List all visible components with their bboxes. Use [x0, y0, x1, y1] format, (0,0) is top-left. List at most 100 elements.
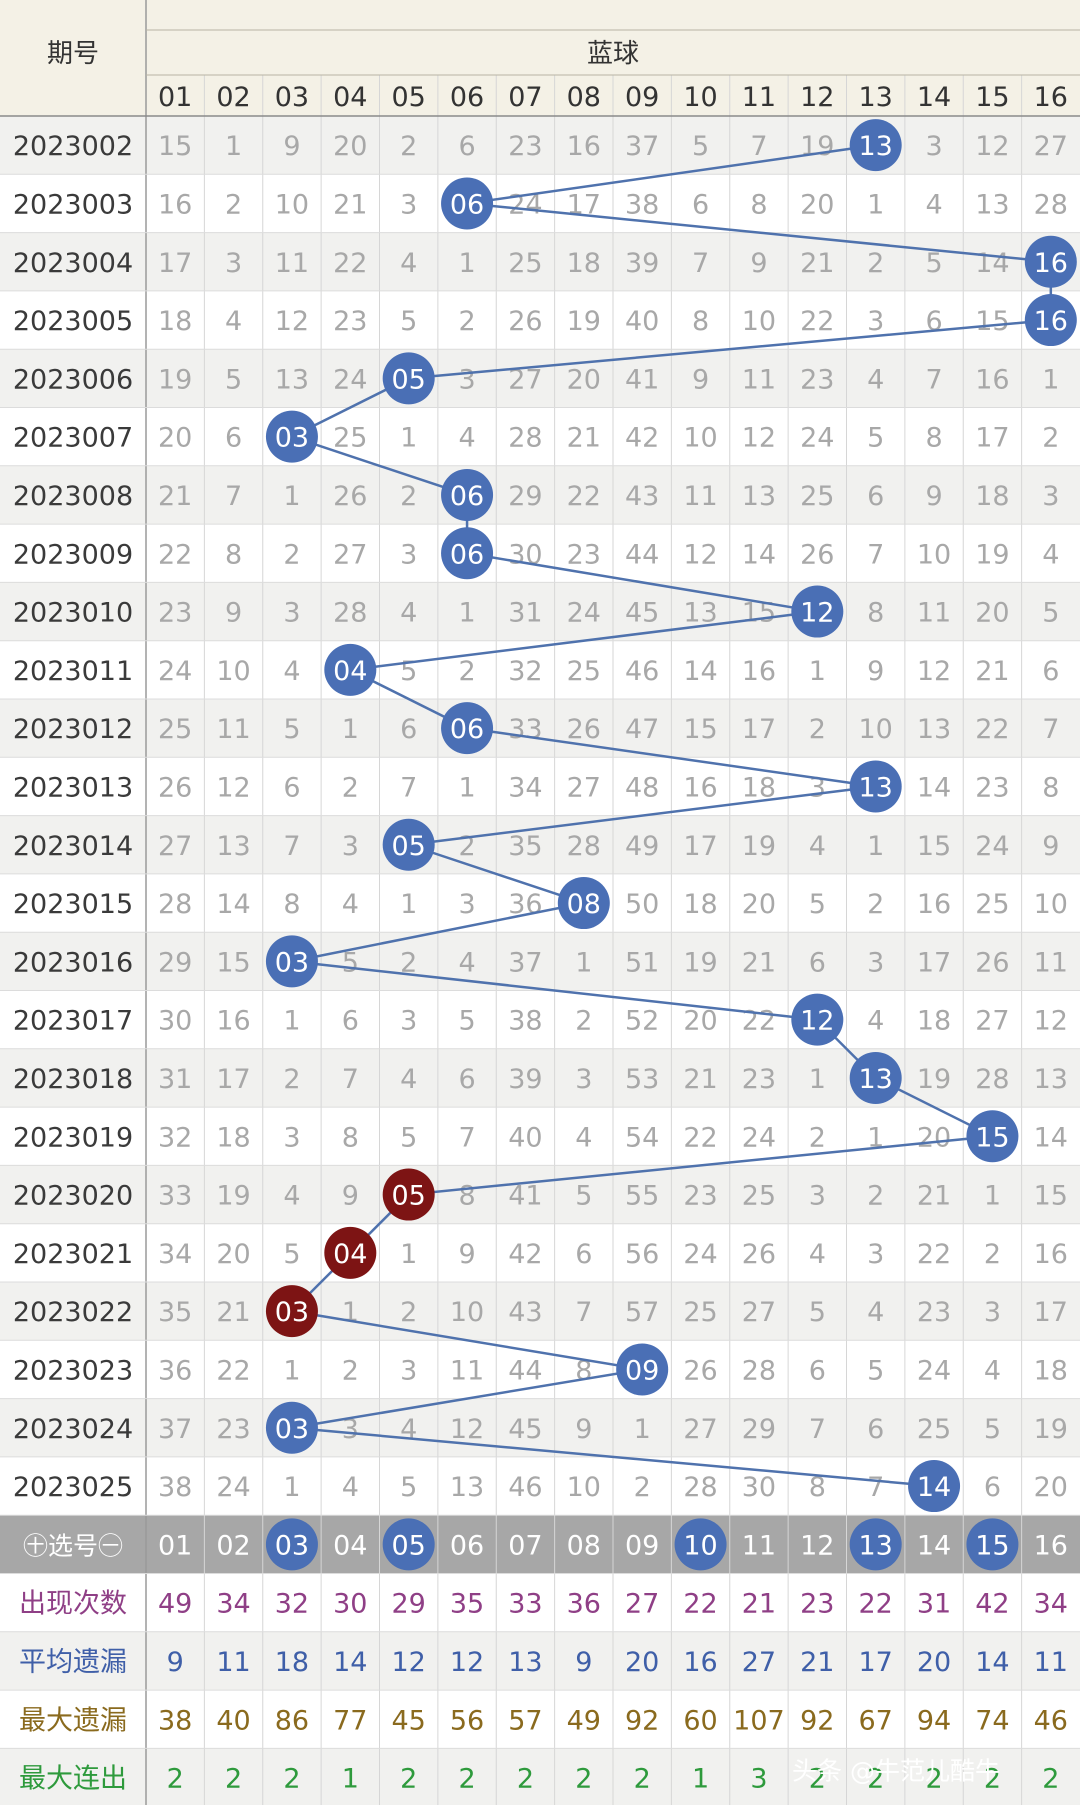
- miss-value: 17: [1034, 1297, 1068, 1328]
- miss-value: 9: [458, 1239, 475, 1270]
- miss-value: 1: [400, 889, 417, 920]
- miss-value: 25: [333, 423, 367, 454]
- miss-value: 4: [575, 1122, 592, 1153]
- miss-value: 7: [1042, 714, 1059, 745]
- hit-ball-number: 04: [333, 1239, 367, 1270]
- miss-value: 22: [800, 306, 834, 337]
- issue-number: 2023009: [13, 539, 133, 570]
- miss-value: 27: [683, 1414, 717, 1445]
- miss-value: 36: [158, 1355, 192, 1386]
- miss-value: 42: [625, 423, 659, 454]
- stats-value: 42: [975, 1589, 1009, 1620]
- stats-value: 2: [167, 1764, 184, 1795]
- miss-value: 25: [800, 481, 834, 512]
- miss-value: 19: [975, 539, 1009, 570]
- miss-value: 3: [342, 1414, 359, 1445]
- header-number-02: 02: [216, 82, 250, 113]
- hit-ball-06: [441, 468, 494, 521]
- miss-value: 5: [458, 1006, 475, 1037]
- miss-value: 3: [809, 1181, 826, 1212]
- miss-value: 25: [683, 1297, 717, 1328]
- hit-ball-number: 05: [392, 1181, 426, 1212]
- miss-value: 23: [683, 1181, 717, 1212]
- select-number-07: 07: [508, 1530, 542, 1561]
- miss-value: 48: [625, 772, 659, 803]
- miss-value: 9: [867, 656, 884, 687]
- miss-value: 3: [1042, 481, 1059, 512]
- miss-value: 4: [1042, 539, 1059, 570]
- miss-value: 28: [975, 1064, 1009, 1095]
- miss-value: 4: [400, 248, 417, 279]
- miss-value: 13: [975, 189, 1009, 220]
- miss-value: 51: [625, 947, 659, 978]
- issue-number: 2023010: [13, 598, 133, 629]
- issue-column-title: 期号: [47, 39, 99, 69]
- stats-value: 14: [975, 1647, 1009, 1678]
- miss-value: 12: [742, 423, 776, 454]
- miss-value: 9: [750, 248, 767, 279]
- header-number-04: 04: [333, 82, 367, 113]
- miss-value: 33: [508, 714, 542, 745]
- miss-value: 5: [342, 947, 359, 978]
- stats-value: 2: [1042, 1764, 1059, 1795]
- miss-value: 25: [917, 1414, 951, 1445]
- miss-value: 10: [859, 714, 893, 745]
- miss-value: 41: [508, 1181, 542, 1212]
- stats-value: 35: [450, 1589, 484, 1620]
- table-header: 期号 蓝球 01 02 03 04 05 06 07 08 09 10 11 12 13 14 15 16: [47, 39, 1068, 113]
- row-bg: [0, 1398, 1080, 1457]
- miss-value: 12: [975, 131, 1009, 162]
- stats-value: 60: [683, 1705, 717, 1736]
- hit-ball-06: [441, 527, 494, 580]
- miss-value: 1: [634, 1414, 651, 1445]
- miss-value: 21: [975, 656, 1009, 687]
- watermark: 头条 @牛范儿酷牛: [792, 1757, 1000, 1786]
- hit-ball-number: 05: [392, 831, 426, 862]
- stats-value: 17: [859, 1647, 893, 1678]
- miss-value: 1: [867, 831, 884, 862]
- header-number-03: 03: [275, 82, 309, 113]
- issue-number: 2023005: [13, 306, 133, 337]
- stats-value: 12: [392, 1647, 426, 1678]
- select-number-12: 12: [800, 1530, 834, 1561]
- header-number-05: 05: [392, 82, 426, 113]
- miss-value: 6: [984, 1472, 1001, 1503]
- miss-value: 3: [867, 947, 884, 978]
- stats-row-bg: [0, 1690, 1080, 1749]
- miss-value: 46: [508, 1472, 542, 1503]
- miss-value: 30: [742, 1472, 776, 1503]
- miss-value: 9: [925, 481, 942, 512]
- miss-value: 39: [508, 1064, 542, 1095]
- row-bg: [0, 582, 1080, 641]
- miss-value: 7: [342, 1064, 359, 1095]
- miss-value: 24: [333, 364, 367, 395]
- miss-value: 44: [625, 539, 659, 570]
- miss-value: 4: [342, 889, 359, 920]
- miss-value: 3: [809, 772, 826, 803]
- stats-value: 2: [225, 1764, 242, 1795]
- miss-value: 17: [742, 714, 776, 745]
- miss-value: 5: [809, 1297, 826, 1328]
- miss-value: 25: [567, 656, 601, 687]
- hit-ball-06: [441, 177, 494, 230]
- miss-value: 20: [742, 889, 776, 920]
- hit-ball-number: 15: [975, 1122, 1009, 1153]
- stats-label: 出现次数: [19, 1589, 127, 1620]
- miss-value: 55: [625, 1181, 659, 1212]
- miss-value: 35: [158, 1297, 192, 1328]
- selected-ball-15: [966, 1518, 1019, 1571]
- miss-value: 7: [458, 1122, 475, 1153]
- select-number-02: 02: [216, 1530, 250, 1561]
- stats-value: 45: [392, 1705, 426, 1736]
- stats-value: 38: [158, 1705, 192, 1736]
- miss-value: 21: [917, 1181, 951, 1212]
- selected-ball-13: [849, 1518, 902, 1571]
- miss-value: 13: [450, 1472, 484, 1503]
- miss-value: 7: [400, 772, 417, 803]
- miss-value: 1: [283, 1355, 300, 1386]
- miss-value: 2: [867, 889, 884, 920]
- miss-value: 24: [975, 831, 1009, 862]
- miss-value: 45: [508, 1414, 542, 1445]
- hit-ball-03: [265, 1285, 318, 1338]
- miss-value: 26: [333, 481, 367, 512]
